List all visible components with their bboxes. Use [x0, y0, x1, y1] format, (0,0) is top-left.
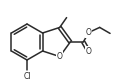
- Text: O: O: [57, 52, 63, 61]
- Text: O: O: [86, 28, 92, 37]
- Text: Cl: Cl: [23, 72, 31, 81]
- Text: O: O: [86, 47, 92, 56]
